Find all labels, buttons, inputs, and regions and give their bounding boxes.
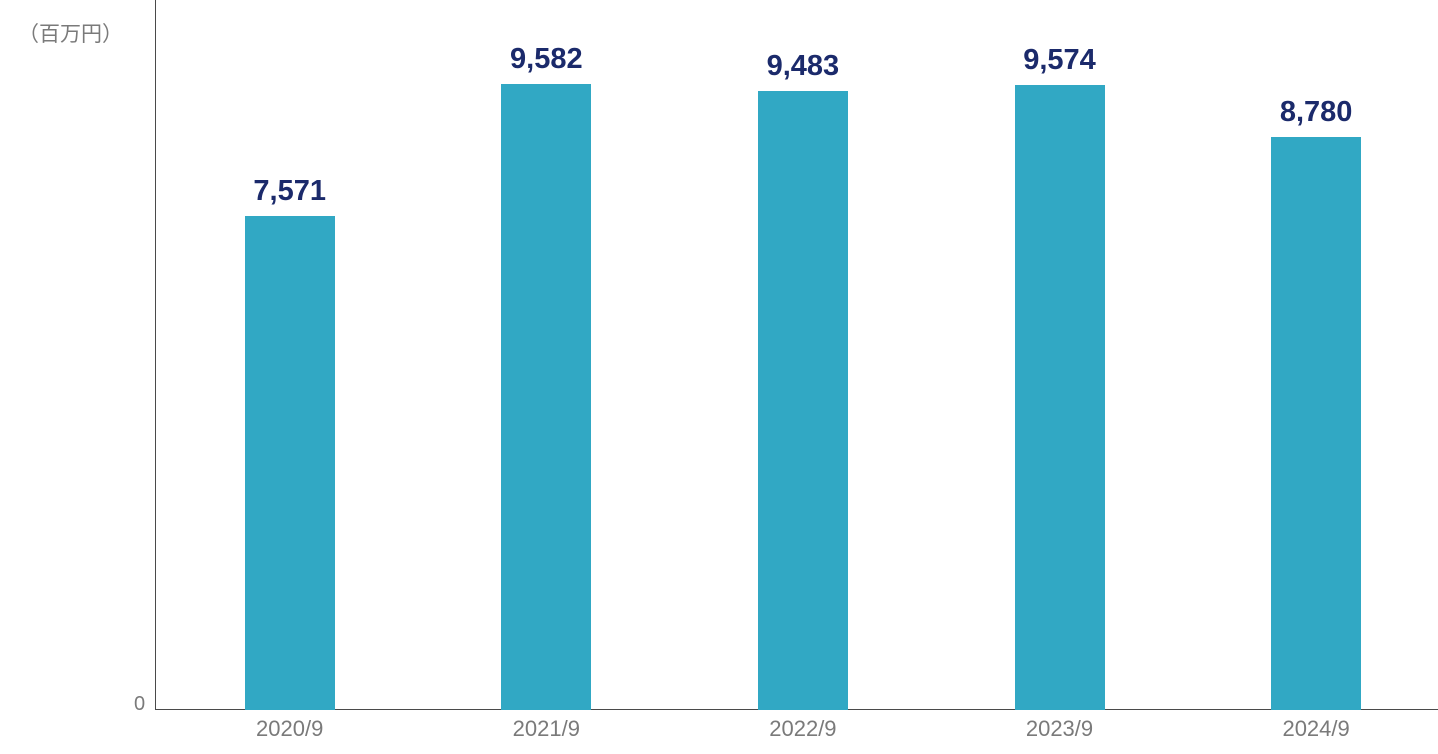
bar-group: 9,582 xyxy=(501,84,591,710)
plot-area: 7,571 9,582 9,483 9,574 8,780 xyxy=(155,44,1438,710)
bar-value-label: 9,582 xyxy=(510,43,583,76)
x-axis-tick-label: 2020/9 xyxy=(256,716,323,742)
x-axis-tick-label: 2024/9 xyxy=(1282,716,1349,742)
x-axis-tick-label: 2022/9 xyxy=(769,716,836,742)
bar-value-label: 7,571 xyxy=(253,175,326,208)
bar xyxy=(245,216,335,710)
bar-group: 9,483 xyxy=(758,91,848,710)
bar-value-label: 9,574 xyxy=(1023,44,1096,77)
bar-group: 7,571 xyxy=(245,216,335,710)
bar xyxy=(1271,137,1361,710)
bar-group: 8,780 xyxy=(1271,137,1361,710)
bar xyxy=(758,91,848,710)
x-axis-tick-label: 2021/9 xyxy=(513,716,580,742)
bar-group: 9,574 xyxy=(1015,85,1105,710)
bar-value-label: 8,780 xyxy=(1280,96,1353,129)
bar xyxy=(1015,85,1105,710)
bar-value-label: 9,483 xyxy=(767,50,840,83)
x-axis-labels: 2020/9 2021/9 2022/9 2023/9 2024/9 xyxy=(155,710,1438,754)
bar-chart: （百万円） 0 7,571 9,582 9,483 9,574 8,780 2020/9… xyxy=(0,0,1438,754)
y-axis-zero-label: 0 xyxy=(134,693,145,716)
y-axis-unit-label: （百万円） xyxy=(18,18,123,48)
x-axis-tick-label: 2023/9 xyxy=(1026,716,1093,742)
bar xyxy=(501,84,591,710)
